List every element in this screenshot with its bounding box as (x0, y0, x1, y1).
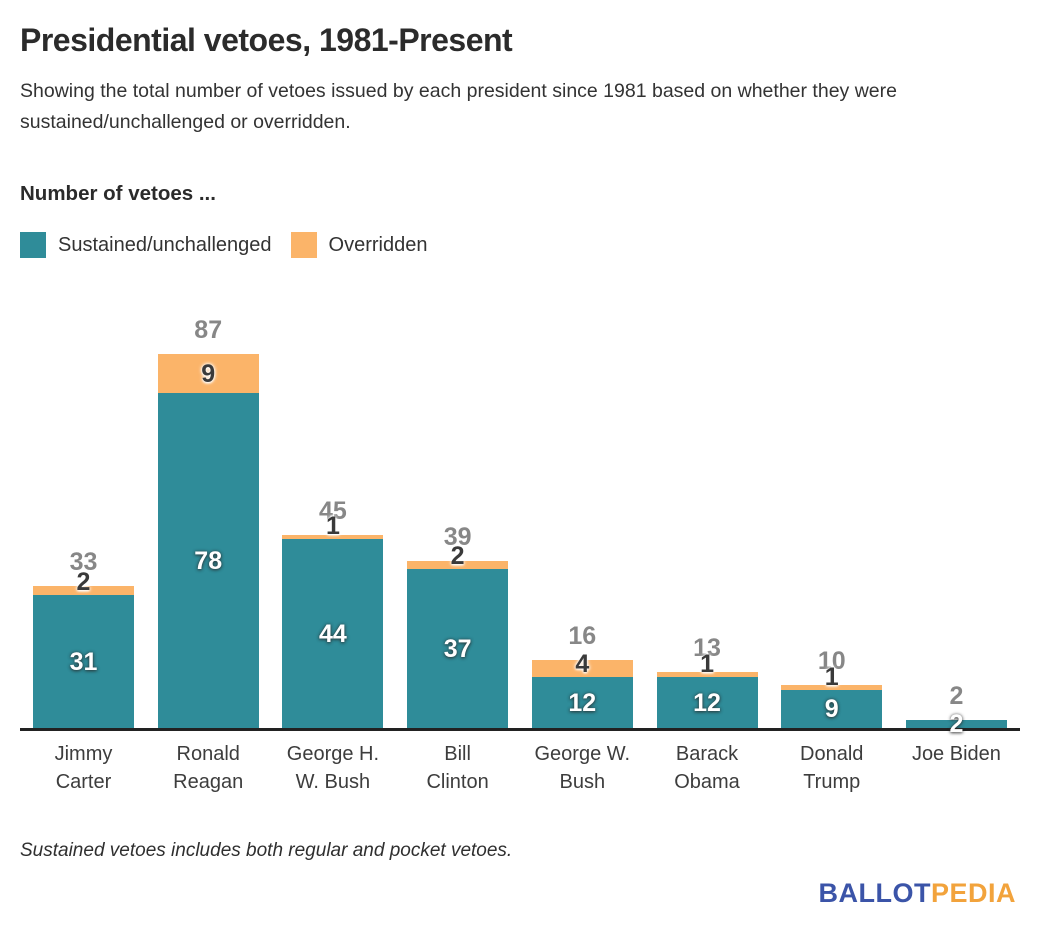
bar-segment-sustained: 37 (407, 569, 509, 729)
bar-total-label: 16 (568, 621, 597, 650)
x-axis-label: Donald Trump (800, 743, 864, 794)
sustained-value-label: 78 (194, 546, 223, 575)
bar-segment-overridden: 1 (781, 664, 883, 690)
legend-heading: Number of vetoes ... (20, 182, 216, 206)
bar-column: 87 78 9 (157, 292, 259, 729)
bar-total-label: 33 (69, 548, 98, 577)
x-axis-label: Joe Biden (911, 743, 1001, 766)
page-title: Presidential vetoes, 1981-Present (20, 22, 513, 58)
overridden-value-label: 2 (450, 542, 465, 571)
bar-column: 16 12 4 (531, 292, 633, 729)
logo-part-pedia: PEDIA (930, 878, 1016, 909)
chart-subtitle: Showing the total number of vetoes issue… (20, 80, 897, 134)
bar-segment-overridden: 1 (656, 651, 758, 677)
legend-label-overridden: Overridden (328, 233, 428, 256)
bar-segment-sustained: 78 (157, 392, 259, 729)
bar-column: 2 2 (905, 292, 1007, 737)
x-axis-label: George W. Bush (534, 743, 631, 794)
bar-column: 45 44 1 (282, 292, 384, 729)
bar-segment-sustained: 31 (33, 595, 134, 729)
overridden-value-label: 2 (76, 568, 91, 597)
overridden-value-label: 1 (325, 512, 340, 541)
bar-segment-overridden: 2 (407, 543, 509, 570)
bar-total-label: 87 (194, 316, 223, 345)
x-axis-label: Barack Obama (674, 743, 740, 794)
bar-segment-sustained: 44 (282, 539, 384, 729)
footnote: Sustained vetoes includes both regular a… (20, 840, 513, 862)
overridden-value-label: 1 (700, 649, 714, 678)
legend-label-sustained: Sustained/unchallenged (58, 233, 272, 256)
bar-total-label: 45 (319, 496, 347, 525)
bar-column: 39 37 2 (407, 292, 509, 729)
x-axis-line (20, 728, 1020, 732)
x-axis-label: Bill Clinton (426, 743, 489, 794)
bar-segment-overridden: 1 (282, 513, 384, 540)
x-axis-label: George H. W. Bush (286, 743, 380, 794)
bar-column: 13 12 1 (656, 292, 758, 729)
chart-legend: Sustained/unchallenged Overridden (20, 232, 1020, 259)
sustained-value-label: 37 (443, 634, 472, 663)
sustained-value-label: 44 (319, 619, 347, 648)
logo-row: BALLOTPEDIA (20, 878, 1020, 909)
bar-total-label: 2 (949, 681, 964, 710)
sustained-value-label: 12 (568, 688, 597, 717)
bar-segment-sustained: 9 (781, 689, 883, 729)
bar-total-label: 13 (693, 634, 721, 663)
bar-segment-overridden: 9 (157, 354, 259, 393)
ballotpedia-logo: BALLOTPEDIA (818, 878, 1016, 908)
legend-item-overridden: Overridden (290, 232, 428, 259)
bar-segment-sustained: 12 (656, 676, 758, 729)
bar-total-label: 10 (817, 647, 846, 676)
bar-column: 10 9 1 (781, 292, 883, 729)
x-axis-label: Ronald Reagan (173, 743, 244, 794)
sustained-value-label: 12 (693, 688, 721, 717)
overridden-value-label: 1 (824, 662, 839, 691)
bar-total-label: 39 (443, 522, 472, 551)
x-axis-label: Jimmy Carter (54, 743, 113, 794)
chart-plot-area: 33 31 2 87 78 9 45 44 1 39 37 2 16 12 4 13 12… (20, 292, 1020, 737)
x-axis-labels: Jimmy Carter Ronald Reagan George H. W. Bush B… (20, 740, 1020, 796)
sustained-value-label: 31 (69, 647, 98, 676)
bar-segment-overridden: 2 (33, 569, 134, 596)
legend-item-sustained: Sustained/unchallenged (20, 232, 272, 259)
bar-segment-sustained: 12 (531, 676, 633, 729)
sustained-value-label: 9 (824, 695, 839, 724)
bar-chart: 33 31 2 87 78 9 45 44 1 39 37 2 16 12 4 13 12… (20, 292, 1020, 796)
overridden-value-label: 4 (575, 649, 590, 678)
overridden-value-label: 9 (201, 359, 216, 388)
sustained-color-swatch (20, 232, 46, 259)
bar-segment-overridden: 4 (531, 651, 633, 677)
logo-part-ballot: BALLOT (818, 878, 931, 909)
bar-column: 33 31 2 (33, 292, 134, 729)
sustained-value-label: 2 (949, 710, 964, 739)
overridden-color-swatch (290, 232, 317, 259)
bar-segment-sustained: 2 (905, 711, 1007, 737)
